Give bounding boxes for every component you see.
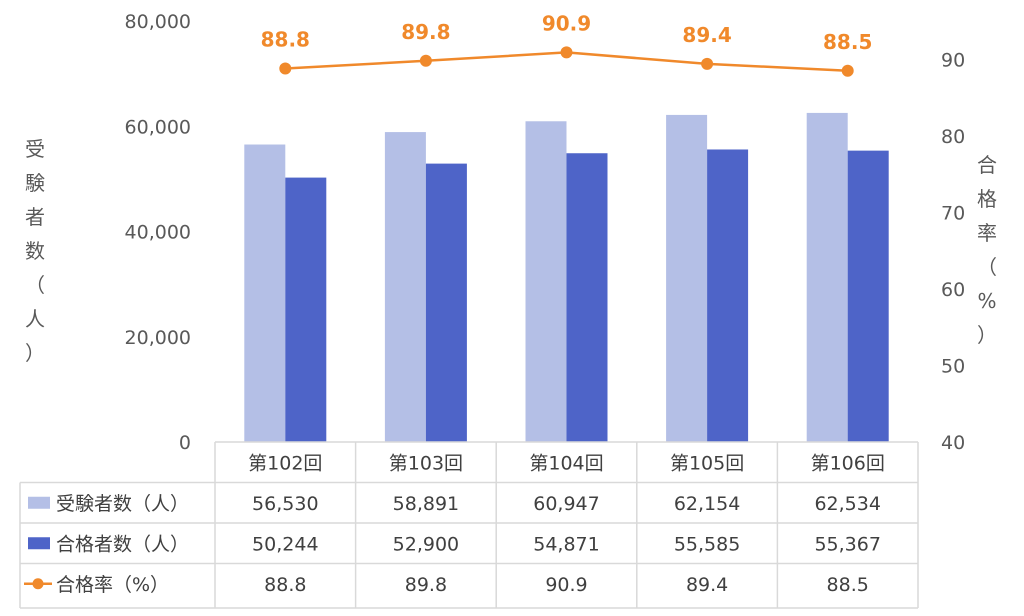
y-tick-label-left: 20,000 — [125, 327, 191, 349]
bar-passers — [566, 153, 608, 442]
table-cell-value: 60,947 — [533, 493, 599, 515]
legend-series-name: 合格率（%） — [56, 574, 169, 596]
table-cell-value: 58,891 — [393, 493, 459, 515]
y-tick-label-right: 90 — [941, 49, 965, 71]
axis-title-char: 数 — [25, 239, 45, 263]
table-cell-value: 90.9 — [545, 574, 587, 596]
table-cell-value: 88.8 — [264, 574, 306, 596]
table-cell-value: 52,900 — [393, 533, 459, 555]
bar-examinees — [666, 114, 708, 442]
legend-series-name: 受験者数（人） — [56, 493, 189, 515]
table-cell-value: 62,154 — [674, 493, 740, 515]
axis-title-char: 合 — [977, 153, 997, 177]
axis-title-char: 受 — [25, 137, 45, 161]
pass-rate-data-label: 90.9 — [542, 11, 591, 35]
y-tick-label-right: 40 — [941, 432, 965, 454]
y-tick-label-left: 80,000 — [125, 11, 191, 33]
axis-title-char: （ — [977, 255, 997, 279]
axis-title-char: 験 — [25, 171, 45, 195]
bar-passers — [707, 149, 749, 442]
bar-examinees — [244, 144, 286, 443]
axis-title-char: （ — [25, 273, 45, 297]
table-cell-value: 62,534 — [814, 493, 880, 515]
pass-rate-point — [701, 57, 714, 70]
axis-title-char: 人 — [25, 307, 45, 331]
bar-examinees — [384, 132, 426, 442]
legend-key — [32, 578, 44, 590]
bar-examinees — [806, 112, 848, 442]
table-cell-value: 88.5 — [827, 574, 869, 596]
x-category-label: 第106回 — [811, 452, 885, 474]
pass-rate-point — [419, 54, 432, 67]
legend-key — [28, 496, 50, 509]
table-cell-value: 89.8 — [405, 574, 447, 596]
axis-title-char: 格 — [977, 187, 997, 211]
axis-title-char: % — [977, 289, 997, 313]
table-cell-value: 55,367 — [814, 533, 880, 555]
y-tick-label-right: 80 — [941, 126, 965, 148]
y-tick-label-left: 0 — [179, 432, 191, 454]
table-cell-value: 50,244 — [252, 533, 318, 555]
axis-title-char: 者 — [25, 205, 45, 229]
y-tick-label-right: 70 — [941, 202, 965, 224]
pass-rate-point — [279, 62, 292, 75]
bar-passers — [285, 177, 327, 442]
pass-rate-data-label: 88.5 — [823, 30, 872, 54]
axis-title-char: 率 — [977, 221, 997, 245]
axis-title-char: ） — [977, 323, 997, 347]
pass-rate-data-label: 89.4 — [682, 23, 731, 47]
pass-rate-point — [841, 64, 854, 77]
pass-rate-point — [560, 46, 573, 59]
y-tick-label-left: 60,000 — [125, 116, 191, 138]
table-cell-value: 56,530 — [252, 493, 318, 515]
legend-series-name: 合格者数（人） — [56, 533, 189, 555]
table-cell-value: 89.4 — [686, 574, 728, 596]
axis-title-char: ） — [25, 341, 45, 365]
x-category-label: 第104回 — [529, 452, 603, 474]
y-tick-label-left: 40,000 — [125, 222, 191, 244]
pass-rate-data-label: 88.8 — [261, 27, 310, 51]
bar-passers — [847, 150, 889, 442]
pass-rate-data-label: 89.8 — [401, 20, 450, 44]
x-category-label: 第105回 — [670, 452, 744, 474]
legend-key — [28, 537, 50, 550]
x-category-label: 第103回 — [389, 452, 463, 474]
table-cell-value: 54,871 — [533, 533, 599, 555]
x-category-label: 第102回 — [248, 452, 322, 474]
y-axis-left-title: 受験者数 （ 人 ） — [22, 132, 48, 370]
table-cell-value: 55,585 — [674, 533, 740, 555]
y-tick-label-right: 50 — [941, 355, 965, 377]
bar-examinees — [525, 121, 567, 442]
y-axis-right-title: 合格率 （% ） — [974, 148, 1000, 352]
y-tick-label-right: 60 — [941, 279, 965, 301]
bar-passers — [425, 163, 467, 442]
